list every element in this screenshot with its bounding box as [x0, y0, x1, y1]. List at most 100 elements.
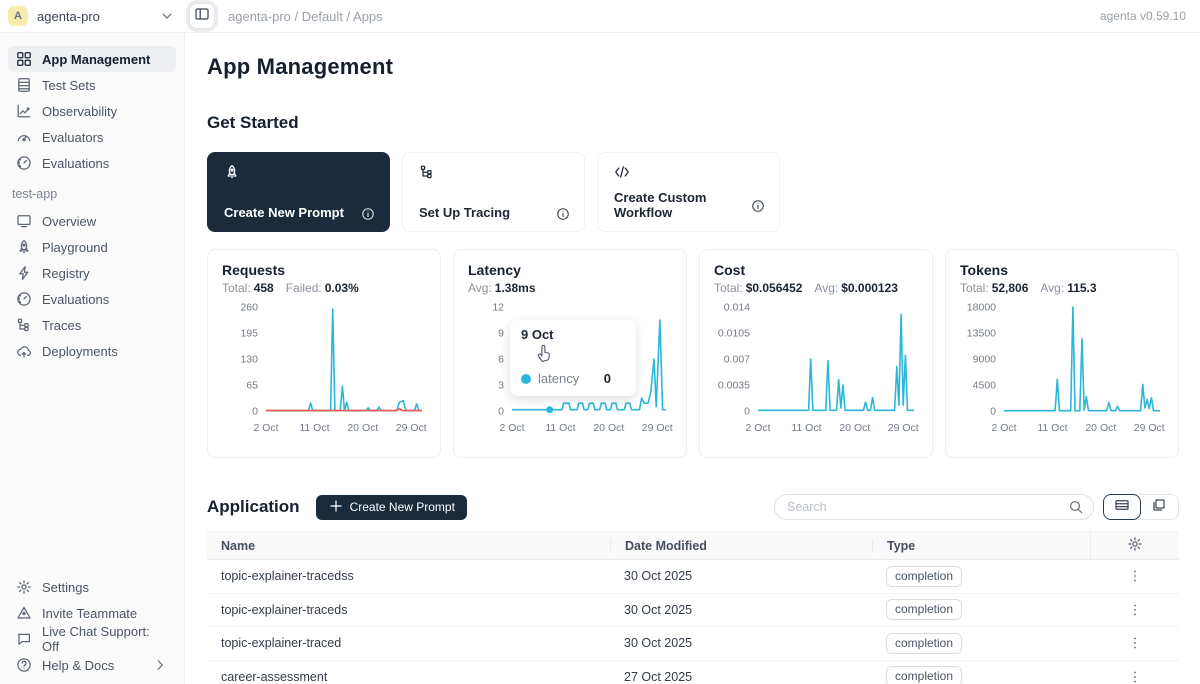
svg-text:0: 0 [990, 406, 996, 418]
svg-text:29 Oct: 29 Oct [396, 422, 427, 434]
svg-text:0.0035: 0.0035 [718, 380, 750, 392]
table-row[interactable]: topic-explainer-traced 30 Oct 2025 compl… [207, 627, 1179, 661]
sidebar-toggle-button[interactable] [189, 3, 215, 29]
sidebar: App Management Test Sets Observability E… [0, 33, 185, 684]
sidebar-project-item-evaluations[interactable]: Evaluations [8, 286, 176, 312]
sidebar-project-item-deployments[interactable]: Deployments [8, 338, 176, 364]
sidebar-item-app-management[interactable]: App Management [8, 46, 176, 72]
app-name: topic-explainer-traced [207, 636, 610, 650]
sidebar-item-label: Settings [42, 580, 89, 595]
rocket-icon [224, 164, 244, 184]
invite-icon [16, 605, 32, 621]
svg-text:29 Oct: 29 Oct [1134, 422, 1165, 434]
app-name: topic-explainer-tracedss [207, 569, 610, 583]
sidebar-item-label: Overview [42, 214, 96, 229]
sidebar-item-observability[interactable]: Observability [8, 98, 176, 124]
app-date-modified: 30 Oct 2025 [610, 636, 872, 650]
chart-plot-cost[interactable]: 00.00350.0070.01050.0142 Oct11 Oct20 Oct… [714, 297, 920, 442]
table-row[interactable]: topic-explainer-tracedss 30 Oct 2025 com… [207, 560, 1179, 594]
trace-tree-icon [16, 317, 32, 333]
table-row[interactable]: career-assessment 27 Oct 2025 completion [207, 661, 1179, 684]
sidebar-item-label: Observability [42, 104, 117, 119]
sidebar-item-label: Playground [42, 240, 108, 255]
column-settings-gear-icon[interactable] [1127, 536, 1143, 555]
applications-table: Name Date Modified Type topic-explainer-… [207, 531, 1179, 684]
sidebar-footer-item-live-chat-support-off[interactable]: Live Chat Support: Off [8, 626, 176, 652]
workspace-avatar: A [8, 6, 28, 26]
app-name: topic-explainer-traceds [207, 603, 610, 617]
plus-icon [328, 498, 344, 517]
type-badge: completion [886, 599, 962, 620]
sidebar-item-test-sets[interactable]: Test Sets [8, 72, 176, 98]
column-header-type[interactable]: Type [872, 539, 1090, 553]
sidebar-item-label: Live Chat Support: Off [42, 624, 168, 654]
table-view-button[interactable] [1103, 494, 1141, 520]
sidebar-project-item-registry[interactable]: Registry [8, 260, 176, 286]
row-menu-dots-icon[interactable] [1123, 564, 1147, 588]
svg-text:29 Oct: 29 Oct [642, 422, 673, 434]
get-started-card-set-up-tracing[interactable]: Set Up Tracing [402, 152, 585, 232]
metric-card-tokens: Tokens Total:52,806Avg:115.3045009000135… [945, 249, 1179, 458]
sidebar-project-item-overview[interactable]: Overview [8, 208, 176, 234]
table-row[interactable]: topic-explainer-traceds 30 Oct 2025 comp… [207, 594, 1179, 628]
sidebar-project-item-traces[interactable]: Traces [8, 312, 176, 338]
sidebar-item-label: Evaluations [42, 156, 109, 171]
row-menu-dots-icon[interactable] [1123, 665, 1147, 684]
chart-title: Latency [468, 262, 672, 278]
hand-cursor-icon [535, 343, 554, 368]
svg-text:2 Oct: 2 Oct [253, 422, 278, 434]
card-label: Create Custom Workflow [614, 190, 751, 220]
sidebar-item-evaluations[interactable]: Evaluations [8, 150, 176, 176]
svg-text:20 Oct: 20 Oct [839, 422, 870, 434]
card-view-button[interactable] [1140, 495, 1178, 519]
get-started-card-create-custom-workflow[interactable]: Create Custom Workflow [597, 152, 780, 232]
sidebar-item-label: Test Sets [42, 78, 95, 93]
search-icon[interactable] [1068, 499, 1084, 520]
trace-tree-icon [419, 164, 439, 184]
workspace-switcher[interactable]: A agenta-pro [0, 6, 185, 26]
sidebar-item-evaluators[interactable]: Evaluators [8, 124, 176, 150]
info-icon[interactable] [361, 206, 375, 220]
info-icon[interactable] [556, 206, 570, 220]
series-dot-icon [521, 374, 531, 384]
sidebar-footer-item-invite-teammate[interactable]: Invite Teammate [8, 600, 176, 626]
svg-text:20 Oct: 20 Oct [593, 422, 624, 434]
create-new-prompt-button[interactable]: Create New Prompt [316, 495, 467, 520]
sidebar-footer-item-help-docs[interactable]: Help & Docs [8, 652, 176, 678]
stat: Avg:1.38ms [468, 281, 536, 295]
app-name: career-assessment [207, 670, 610, 684]
row-menu-dots-icon[interactable] [1123, 631, 1147, 655]
workspace-name: agenta-pro [37, 9, 150, 24]
svg-text:9000: 9000 [973, 354, 997, 366]
info-icon[interactable] [751, 198, 765, 212]
chart-plot-tokens[interactable]: 04500900013500180002 Oct11 Oct20 Oct29 O… [960, 297, 1166, 442]
search-input[interactable] [774, 494, 1094, 520]
view-toggle [1103, 494, 1179, 520]
svg-text:11 Oct: 11 Oct [1037, 422, 1067, 434]
get-started-card-create-new-prompt[interactable]: Create New Prompt [207, 152, 390, 232]
project-label: test-app [12, 187, 176, 201]
sidebar-item-label: Evaluations [42, 292, 109, 307]
svg-text:18000: 18000 [967, 302, 996, 314]
type-badge: completion [886, 566, 962, 587]
svg-text:9: 9 [498, 328, 504, 340]
panel-left-icon [194, 6, 210, 27]
sidebar-footer-item-settings[interactable]: Settings [8, 574, 176, 600]
monitor-icon [16, 213, 32, 229]
svg-text:12: 12 [492, 302, 504, 314]
card-label: Set Up Tracing [419, 205, 510, 220]
help-circle-icon [16, 657, 32, 673]
svg-text:29 Oct: 29 Oct [888, 422, 919, 434]
svg-text:13500: 13500 [967, 328, 996, 340]
stat: Total:458 [222, 281, 274, 295]
svg-text:2 Oct: 2 Oct [991, 422, 1016, 434]
row-menu-dots-icon[interactable] [1123, 598, 1147, 622]
chevron-down-icon [159, 8, 175, 24]
page-title: App Management [207, 54, 1179, 80]
column-header-date-modified[interactable]: Date Modified [610, 539, 872, 553]
chat-icon [16, 631, 32, 647]
sidebar-project-item-playground[interactable]: Playground [8, 234, 176, 260]
column-header-name[interactable]: Name [207, 539, 610, 553]
speedometer-icon [16, 155, 32, 171]
chart-plot-requests[interactable]: 0651301952602 Oct11 Oct20 Oct29 Oct [222, 297, 428, 442]
